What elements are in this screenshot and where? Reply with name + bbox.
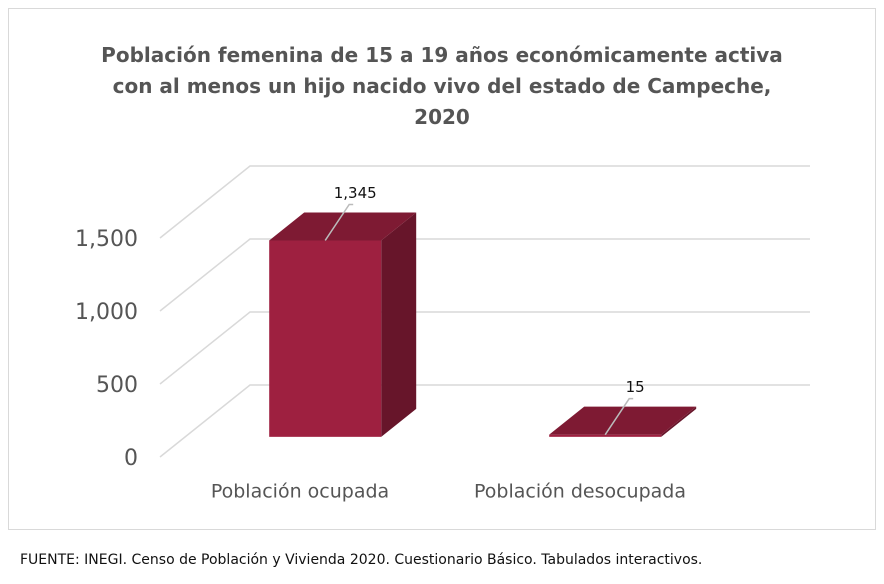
y-tick-label: 0	[124, 446, 138, 471]
bar-side	[381, 212, 417, 437]
bar	[549, 434, 662, 437]
bar-side	[661, 406, 697, 437]
label-leader	[604, 397, 634, 436]
y-tick-label: 1,000	[75, 300, 138, 325]
label-leader	[324, 203, 354, 241]
chart-title: Población femenina de 15 a 19 años econó…	[101, 43, 783, 129]
bar	[269, 240, 382, 437]
grid-line	[159, 311, 810, 385]
grid-line	[159, 384, 810, 458]
bar-top	[549, 406, 697, 435]
y-tick-label: 500	[96, 373, 138, 398]
data-label: 1,345	[334, 184, 377, 202]
grid-line	[159, 165, 810, 239]
x-tick-label: Población ocupada	[211, 481, 389, 503]
grid-line	[159, 238, 810, 312]
y-tick-label: 1,500	[75, 227, 138, 252]
x-tick-label: Población desocupada	[474, 481, 686, 503]
source-note: FUENTE: INEGI. Censo de Población y Vivi…	[20, 552, 703, 568]
chart-frame	[8, 8, 876, 530]
data-label: 15	[626, 378, 645, 396]
bar-top	[269, 212, 417, 241]
